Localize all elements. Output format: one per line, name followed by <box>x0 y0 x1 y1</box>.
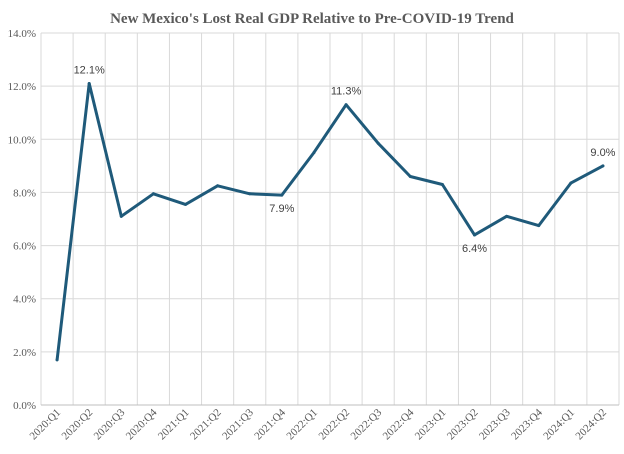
y-tick-label: 8.0% <box>13 187 36 199</box>
data-point <box>408 174 412 178</box>
data-point <box>505 214 509 218</box>
data-point <box>473 233 476 237</box>
x-tick-label: 2023:Q1 <box>413 407 449 443</box>
y-tick-label: 10.0% <box>8 134 36 146</box>
data-label: 7.9% <box>269 203 294 215</box>
data-label: 12.1% <box>74 64 105 76</box>
data-point <box>569 181 573 185</box>
data-labels: 12.1% 7.9% 11.3% 6.4% 9.0% <box>74 64 616 254</box>
data-point <box>601 164 605 168</box>
chart-title: New Mexico's Lost Real GDP Relative to P… <box>110 11 514 27</box>
x-tick-label: 2024:Q2 <box>573 407 609 443</box>
data-label: 6.4% <box>462 243 487 255</box>
x-tick-label: 2022:Q1 <box>284 407 320 443</box>
data-point <box>216 184 220 188</box>
data-point <box>184 202 187 206</box>
x-tick-label: 2020:Q4 <box>124 406 160 442</box>
x-tick-label: 2023:Q3 <box>477 406 513 442</box>
gridlines <box>40 32 620 405</box>
data-point <box>312 151 316 155</box>
data-point <box>440 182 444 186</box>
y-tick-label: 14.0% <box>8 28 36 40</box>
y-tick-label: 0.0% <box>13 400 36 412</box>
data-point <box>87 81 91 85</box>
y-tick-label: 12.0% <box>8 81 36 93</box>
data-point <box>344 103 348 107</box>
x-tick-label: 2021:Q1 <box>156 407 192 443</box>
data-point <box>119 214 123 218</box>
data-point <box>537 224 541 228</box>
x-tick-label: 2023:Q4 <box>509 406 545 442</box>
data-point <box>280 193 284 197</box>
data-label: 9.0% <box>590 147 615 159</box>
y-tick-label: 2.0% <box>13 347 36 359</box>
x-tick-label: 2020:Q3 <box>92 406 128 442</box>
x-tick-label: 2021:Q2 <box>188 407 224 443</box>
data-point <box>151 192 155 196</box>
x-tick-label: 2024:Q1 <box>541 407 577 443</box>
x-tick-label: 2022:Q3 <box>349 406 385 442</box>
data-point <box>248 192 252 196</box>
x-tick-label: 2021:Q4 <box>252 406 288 442</box>
x-tick-label: 2022:Q4 <box>381 406 417 442</box>
x-tick-label: 2021:Q3 <box>220 406 256 442</box>
data-point <box>376 141 380 145</box>
y-tick-label: 4.0% <box>13 294 36 306</box>
x-tick-label: 2020:Q2 <box>60 407 96 443</box>
data-point <box>55 358 59 362</box>
series-line <box>55 82 605 362</box>
y-tick-label: 6.0% <box>13 241 36 253</box>
axes: 0.0% 2.0% 4.0% 6.0% 8.0% 10.0% 12.0% 14.0% 2020:… <box>8 28 619 442</box>
x-tick-label: 2023:Q2 <box>445 407 481 443</box>
data-label: 11.3% <box>331 86 362 98</box>
series-layer <box>55 81 605 362</box>
x-tick-label: 2022:Q2 <box>316 407 352 443</box>
